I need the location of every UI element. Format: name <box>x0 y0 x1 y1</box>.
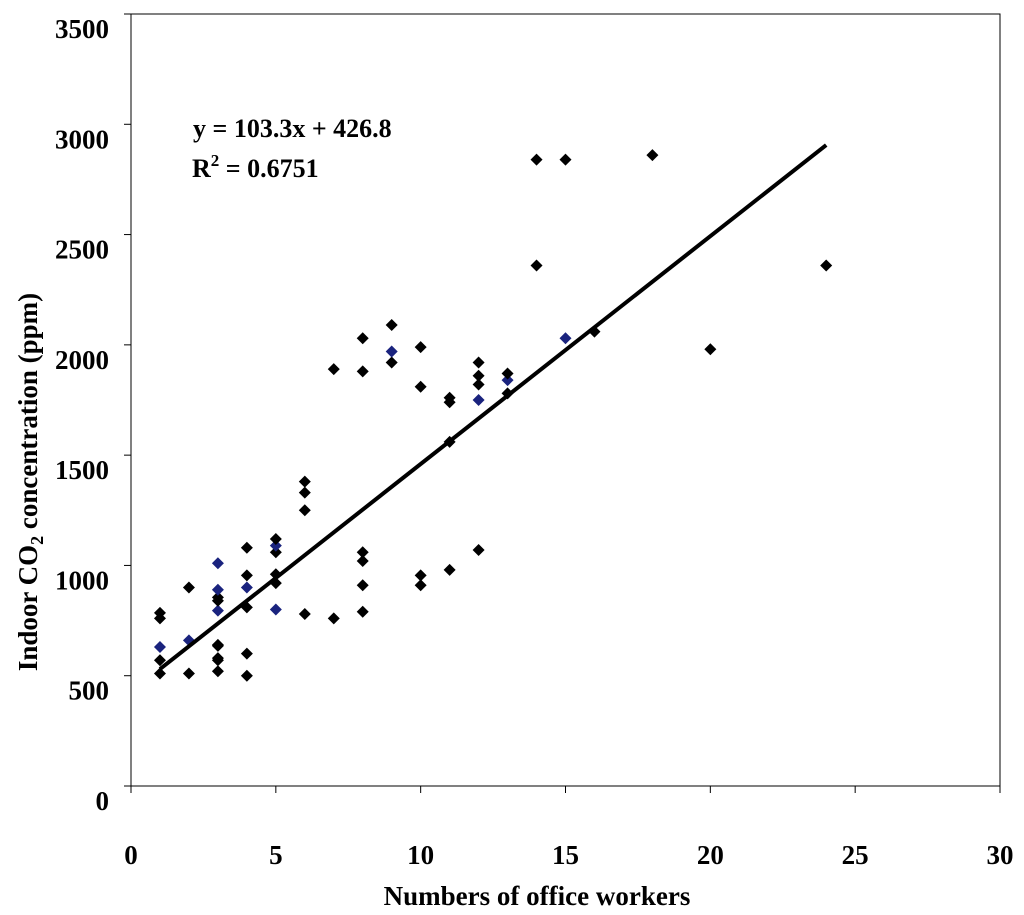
data-point <box>646 149 659 162</box>
data-point <box>356 365 369 378</box>
y-tick-label: 2000 <box>55 345 109 375</box>
data-point <box>559 332 572 345</box>
y-tick-label: 1500 <box>55 455 109 485</box>
y-tick-label: 0 <box>96 786 110 816</box>
data-point <box>153 667 166 680</box>
data-point <box>559 153 572 166</box>
data-point <box>211 638 224 651</box>
data-point <box>472 394 485 406</box>
data-point <box>211 591 224 604</box>
data-point <box>298 486 311 499</box>
data-point <box>182 581 195 594</box>
x-tick-label: 25 <box>842 840 869 870</box>
data-point <box>211 557 224 570</box>
data-point <box>298 607 311 620</box>
data-point <box>385 356 398 369</box>
data-point <box>211 652 224 665</box>
data-point <box>385 345 398 358</box>
x-axis: 0 5 10 15 20 25 30 <box>124 786 1014 870</box>
data-point <box>820 259 833 272</box>
data-point <box>211 583 224 596</box>
data-point <box>240 647 253 660</box>
data-point <box>530 153 543 166</box>
data-point <box>472 378 485 391</box>
data-point <box>269 603 282 616</box>
x-tick-label: 20 <box>697 840 724 870</box>
x-tick-label: 0 <box>124 840 138 870</box>
data-point <box>356 579 369 592</box>
data-point <box>240 581 253 594</box>
data-point <box>356 605 369 618</box>
x-tick-label: 10 <box>407 840 434 870</box>
data-point <box>472 543 485 556</box>
data-point <box>327 612 340 625</box>
data-point <box>240 541 253 554</box>
data-point <box>269 532 282 545</box>
y-tick-label: 500 <box>69 676 110 706</box>
data-point <box>356 332 369 345</box>
data-point <box>443 563 456 576</box>
x-tick-label: 15 <box>552 840 579 870</box>
r-squared-label: R2 = 0.6751 <box>192 151 319 183</box>
data-point <box>211 665 224 678</box>
data-point <box>530 259 543 272</box>
data-point <box>385 319 398 332</box>
data-point <box>443 391 456 404</box>
x-tick-label: 5 <box>269 840 283 870</box>
trendline-equation: y = 103.3x + 426.8 <box>193 114 392 143</box>
data-point <box>356 555 369 568</box>
data-point <box>269 539 282 552</box>
data-point <box>211 604 224 617</box>
data-point <box>153 641 166 654</box>
data-point <box>327 363 340 376</box>
data-point <box>414 569 427 582</box>
data-point <box>472 369 485 382</box>
data-point <box>153 654 166 667</box>
data-point <box>356 546 369 559</box>
y-axis: 0 500 1000 1500 2000 2500 3000 3500 <box>55 13 131 816</box>
data-point <box>414 380 427 393</box>
y-tick-label: 3000 <box>55 124 109 154</box>
data-point <box>472 356 485 369</box>
data-point <box>414 579 427 592</box>
data-point <box>182 667 195 680</box>
y-tick-label: 1000 <box>55 565 109 595</box>
data-point <box>240 669 253 682</box>
y-tick-label: 3500 <box>55 14 109 44</box>
data-points <box>153 149 833 682</box>
data-point <box>298 504 311 517</box>
y-tick-label: 2500 <box>55 235 109 265</box>
trendline <box>158 143 828 671</box>
x-tick-label: 30 <box>987 840 1014 870</box>
data-point <box>240 569 253 582</box>
data-point <box>414 341 427 354</box>
data-point <box>298 475 311 488</box>
y-axis-title: Indoor CO2 concentration (ppm) <box>13 293 47 671</box>
data-point <box>269 546 282 559</box>
data-point <box>153 606 166 619</box>
data-point <box>501 367 514 380</box>
data-point <box>501 374 514 387</box>
data-point <box>704 343 717 356</box>
x-axis-title: Numbers of office workers <box>384 881 691 911</box>
